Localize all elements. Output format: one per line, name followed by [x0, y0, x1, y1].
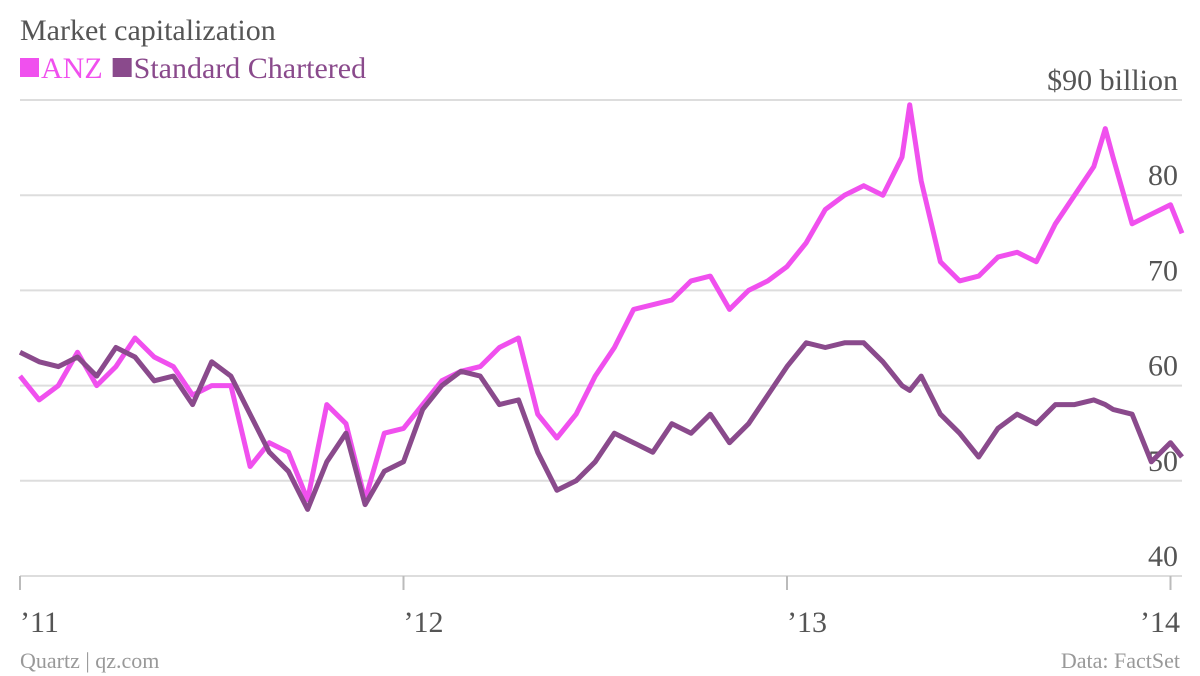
y-tick-label: 70 [1148, 254, 1178, 287]
y-tick-label: 80 [1148, 159, 1178, 192]
source: Data: FactSet [1061, 648, 1180, 673]
legend-label: ANZ [41, 52, 103, 85]
y-tick-label: $90 billion [1047, 64, 1178, 97]
line-series [18, 102, 1185, 503]
y-tick-label: 40 [1148, 540, 1178, 573]
x-tick-label: ’13 [787, 606, 827, 639]
x-tick-label: ’12 [403, 606, 443, 639]
line-series [18, 340, 1184, 512]
x-tick-label: ’14 [1140, 606, 1180, 639]
legend: ANZ Standard Chartered [20, 52, 366, 85]
credit: Quartz | qz.com [20, 648, 159, 673]
y-tick-label: 60 [1148, 350, 1178, 383]
chart-title: Market capitalization [20, 14, 276, 47]
legend-swatch [112, 58, 132, 77]
legend-swatch [20, 58, 39, 77]
x-tick-label: ’11 [20, 606, 59, 639]
legend-label: Standard Chartered [134, 52, 366, 85]
